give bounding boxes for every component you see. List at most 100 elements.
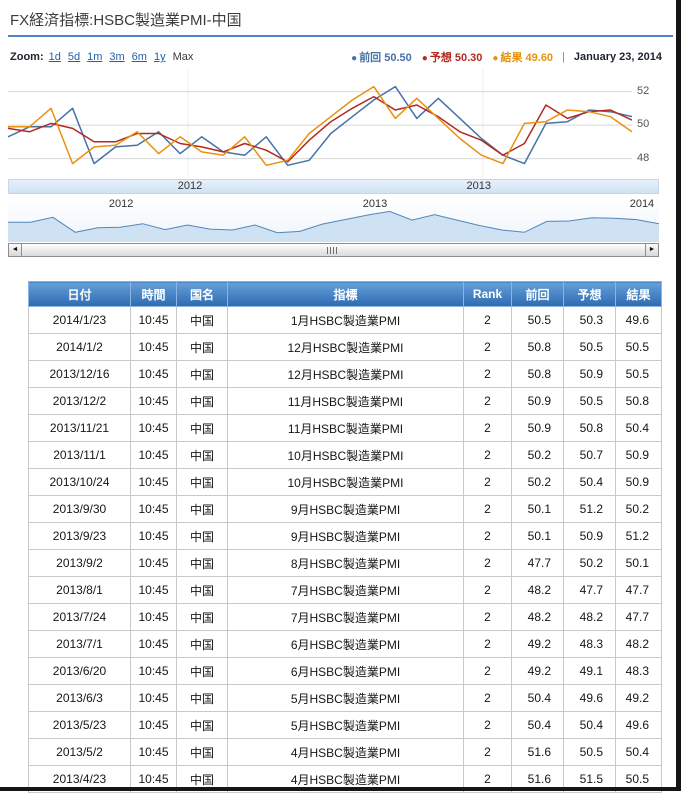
cell-result: 49.6 bbox=[615, 306, 662, 334]
zoom-3m-button[interactable]: 3m bbox=[109, 51, 125, 63]
cell-previous: 49.2 bbox=[511, 630, 564, 658]
cell-country: 中国 bbox=[176, 576, 228, 604]
zoom-6m-button[interactable]: 6m bbox=[131, 51, 147, 63]
cell-previous: 50.8 bbox=[511, 333, 564, 361]
zoom-max-button[interactable]: Max bbox=[172, 51, 194, 63]
chart-toolbar: Zoom: 1d 5d 1m 3m 6m 1y Max ● 前回 50.50 ● 予想 50.30 ●… bbox=[8, 49, 664, 65]
cell-previous: 50.9 bbox=[511, 387, 564, 415]
cell-previous: 49.2 bbox=[511, 657, 564, 685]
column-header-previous: 前回 bbox=[511, 281, 564, 307]
cell-result: 50.5 bbox=[615, 333, 662, 361]
navigator-year-label: 2013 bbox=[362, 198, 388, 210]
x-axis-label: 2013 bbox=[466, 180, 492, 192]
cell-forecast: 49.6 bbox=[563, 684, 616, 712]
zoom-1d-button[interactable]: 1d bbox=[48, 51, 61, 63]
cell-forecast: 50.3 bbox=[563, 306, 616, 334]
cell-indicator: 7月HSBC製造業PMI bbox=[227, 603, 464, 631]
cell-indicator: 6月HSBC製造業PMI bbox=[227, 657, 464, 685]
cell-rank: 2 bbox=[463, 603, 512, 631]
cell-rank: 2 bbox=[463, 414, 512, 442]
cell-time: 10:45 bbox=[130, 684, 177, 712]
table-row: 2013/5/23 10:45 中国 5月HSBC製造業PMI 2 50.4 50.4 49.… bbox=[28, 711, 662, 739]
cell-date: 2013/7/24 bbox=[28, 603, 131, 631]
navigator-year-label: 2014 bbox=[629, 198, 655, 210]
cell-country: 中国 bbox=[176, 522, 228, 550]
cell-indicator: 4月HSBC製造業PMI bbox=[227, 738, 464, 766]
cell-forecast: 50.5 bbox=[563, 333, 616, 361]
y-axis-label: 50 bbox=[637, 118, 650, 131]
cell-date: 2014/1/2 bbox=[28, 333, 131, 361]
cell-previous: 51.6 bbox=[511, 738, 564, 766]
cell-rank: 2 bbox=[463, 495, 512, 523]
zoom-5d-button[interactable]: 5d bbox=[67, 51, 81, 63]
table-row: 2013/5/2 10:45 中国 4月HSBC製造業PMI 2 51.6 50.5 50.4 bbox=[28, 738, 662, 766]
legend-item-previous[interactable]: ● 前回 50.50 bbox=[351, 52, 412, 64]
legend-item-forecast[interactable]: ● 予想 50.30 bbox=[421, 52, 483, 64]
cell-date: 2013/8/1 bbox=[28, 576, 131, 604]
table-row: 2013/9/30 10:45 中国 9月HSBC製造業PMI 2 50.1 51.2 50.… bbox=[28, 495, 662, 523]
scrollbar-thumb[interactable] bbox=[22, 243, 645, 257]
cell-previous: 50.4 bbox=[511, 684, 564, 712]
cell-indicator: 5月HSBC製造業PMI bbox=[227, 684, 464, 712]
series-marker-icon: ● bbox=[421, 53, 428, 64]
cell-date: 2013/9/2 bbox=[28, 549, 131, 577]
zoom-controls: Zoom: 1d 5d 1m 3m 6m 1y Max bbox=[10, 51, 193, 63]
cell-result: 50.8 bbox=[615, 387, 662, 415]
cell-result: 50.2 bbox=[615, 495, 662, 523]
cell-time: 10:45 bbox=[130, 549, 177, 577]
cell-indicator: 9月HSBC製造業PMI bbox=[227, 522, 464, 550]
legend-item-result[interactable]: ● 結果 49.60 bbox=[492, 52, 554, 64]
cell-indicator: 10月HSBC製造業PMI bbox=[227, 441, 464, 469]
table-row: 2014/1/2 10:45 中国 12月HSBC製造業PMI 2 50.8 50.5 50.… bbox=[28, 333, 662, 361]
cell-country: 中国 bbox=[176, 603, 228, 631]
cell-date: 2013/10/24 bbox=[28, 468, 131, 496]
column-header-date: 日付 bbox=[28, 281, 131, 307]
cell-forecast: 51.2 bbox=[563, 495, 616, 523]
cell-forecast: 48.3 bbox=[563, 630, 616, 658]
cell-indicator: 6月HSBC製造業PMI bbox=[227, 630, 464, 658]
table-row: 2014/1/23 10:45 中国 1月HSBC製造業PMI 2 50.5 50.3 49.… bbox=[28, 306, 662, 334]
chart-navigator[interactable]: 2012 2013 2014 bbox=[8, 196, 659, 242]
main-chart-area: 48 50 52 bbox=[8, 69, 664, 177]
series-line-forecast bbox=[8, 95, 632, 163]
cell-date: 2013/6/3 bbox=[28, 684, 131, 712]
cell-rank: 2 bbox=[463, 468, 512, 496]
cell-forecast: 50.5 bbox=[563, 387, 616, 415]
cell-indicator: 12月HSBC製造業PMI bbox=[227, 333, 464, 361]
zoom-1y-button[interactable]: 1y bbox=[153, 51, 166, 63]
scroll-left-button[interactable]: ◄ bbox=[8, 243, 22, 257]
cell-rank: 2 bbox=[463, 576, 512, 604]
zoom-1m-button[interactable]: 1m bbox=[87, 51, 103, 63]
cell-rank: 2 bbox=[463, 306, 512, 334]
cell-date: 2013/5/23 bbox=[28, 711, 131, 739]
cell-previous: 50.2 bbox=[511, 468, 564, 496]
cell-forecast: 47.7 bbox=[563, 576, 616, 604]
cell-forecast: 50.2 bbox=[563, 549, 616, 577]
cell-result: 51.2 bbox=[615, 522, 662, 550]
cell-rank: 2 bbox=[463, 684, 512, 712]
cell-result: 47.7 bbox=[615, 576, 662, 604]
table-row: 2013/7/1 10:45 中国 6月HSBC製造業PMI 2 49.2 48.3 48.2 bbox=[28, 630, 662, 658]
cell-rank: 2 bbox=[463, 738, 512, 766]
scroll-right-button[interactable]: ► bbox=[645, 243, 659, 257]
cell-previous: 50.2 bbox=[511, 441, 564, 469]
table-row: 2013/11/1 10:45 中国 10月HSBC製造業PMI 2 50.2 50.7 50… bbox=[28, 441, 662, 469]
x-axis-band: 2012 2013 bbox=[8, 179, 659, 194]
scrollbar-grip-icon bbox=[326, 247, 337, 254]
cell-previous: 47.7 bbox=[511, 549, 564, 577]
cell-country: 中国 bbox=[176, 495, 228, 523]
cell-result: 48.3 bbox=[615, 657, 662, 685]
cell-rank: 2 bbox=[463, 387, 512, 415]
cell-time: 10:45 bbox=[130, 468, 177, 496]
chart-panel: Zoom: 1d 5d 1m 3m 6m 1y Max ● 前回 50.50 ● 予想 50.30 ●… bbox=[8, 49, 664, 257]
series-marker-icon: ● bbox=[492, 53, 499, 64]
cell-result: 47.7 bbox=[615, 603, 662, 631]
cell-rank: 2 bbox=[463, 360, 512, 388]
legend-date: January 23, 2014 bbox=[573, 51, 662, 63]
cell-time: 10:45 bbox=[130, 495, 177, 523]
zoom-label: Zoom: bbox=[10, 51, 44, 63]
table-row: 2013/9/2 10:45 中国 8月HSBC製造業PMI 2 47.7 50.2 50.1 bbox=[28, 549, 662, 577]
cell-forecast: 50.5 bbox=[563, 738, 616, 766]
cell-country: 中国 bbox=[176, 549, 228, 577]
table-row: 2013/12/16 10:45 中国 12月HSBC製造業PMI 2 50.8 50.9 5… bbox=[28, 360, 662, 388]
